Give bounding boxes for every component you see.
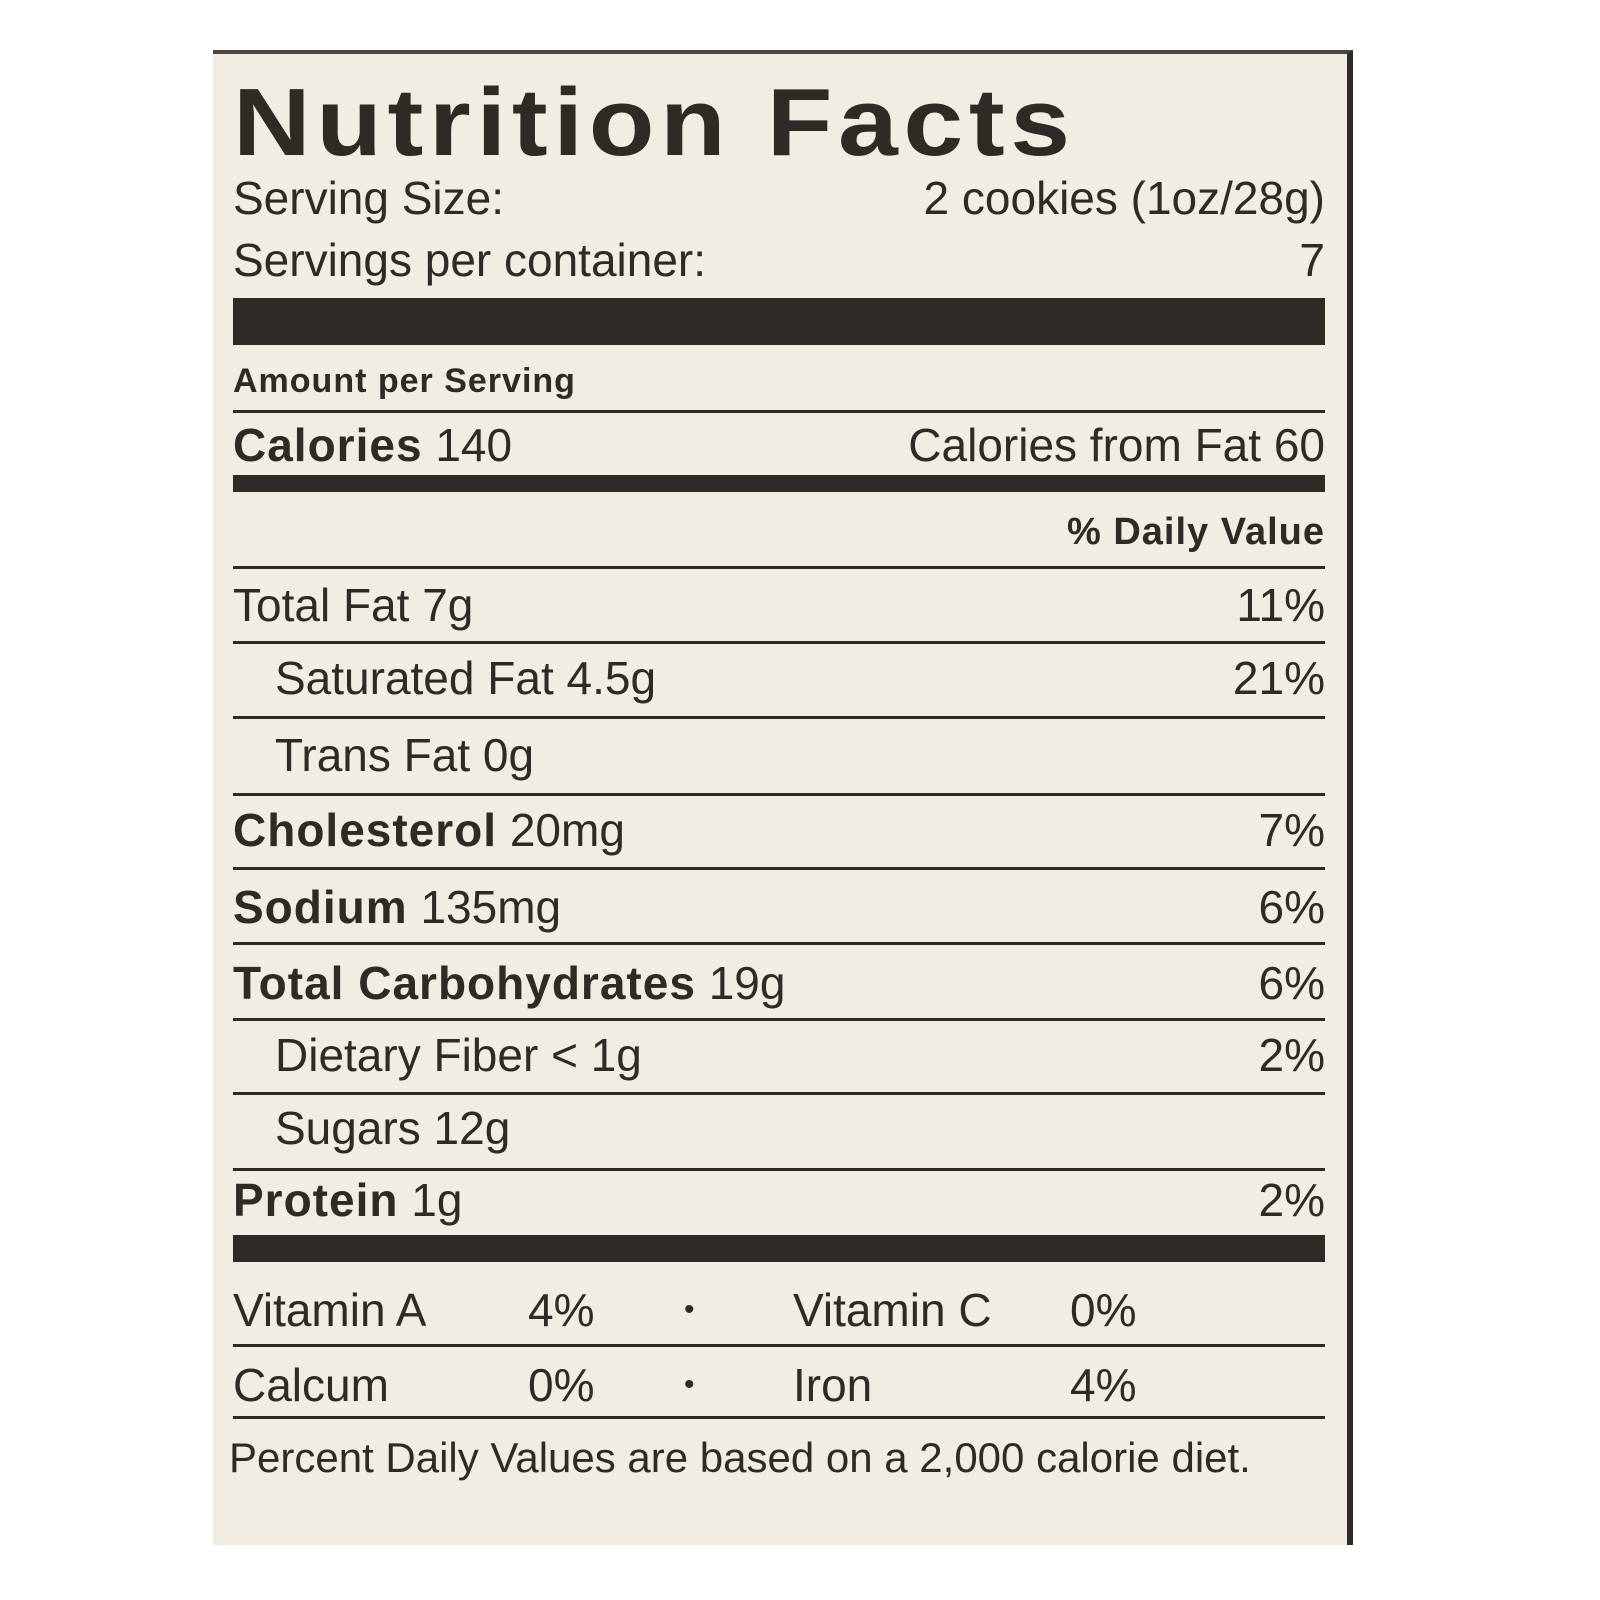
- nutrient-amount: 4.5g: [566, 652, 657, 704]
- medium-divider: [233, 475, 1325, 492]
- nutrient-row: Trans Fat 0g: [233, 729, 1325, 781]
- divider: [233, 410, 1325, 413]
- nutrient-dv: 21%: [1232, 652, 1325, 704]
- nutrient-amount: 7g: [422, 579, 474, 631]
- nutrient-amount: 135mg: [420, 881, 562, 933]
- divider: [233, 1416, 1325, 1419]
- nutrient-amount: 12g: [433, 1102, 511, 1154]
- nutrient-name: Total Fat: [233, 579, 410, 631]
- divider: [233, 867, 1325, 870]
- divider: [233, 566, 1325, 569]
- nutrient-name: Sodium: [233, 881, 408, 933]
- divider: [233, 793, 1325, 796]
- nutrient-dv: 11%: [1236, 579, 1325, 631]
- vitamin-dv: 0%: [1070, 1284, 1137, 1336]
- calories-row: Calories 140 Calories from Fat 60: [233, 419, 1325, 471]
- servings-label: Servings per container:: [233, 234, 707, 286]
- nutrient-name: Cholesterol: [233, 804, 498, 856]
- nutrient-amount: 19g: [708, 957, 786, 1009]
- nutrient-amount: 1g: [411, 1174, 463, 1226]
- bullet-separator: •: [684, 1293, 695, 1326]
- divider: [233, 1344, 1325, 1347]
- thick-divider: [233, 298, 1325, 345]
- divider: [233, 942, 1325, 945]
- vitamin-dv: 0%: [528, 1359, 595, 1411]
- amount-per-serving: Amount per Serving: [233, 361, 576, 400]
- thick-divider: [233, 1235, 1325, 1262]
- footnote: Percent Daily Values are based on a 2,00…: [229, 1434, 1251, 1481]
- vitamin-name: Calcum: [233, 1359, 389, 1411]
- servings-row: Servings per container: 7: [233, 234, 1325, 286]
- serving-size-label: Serving Size:: [233, 172, 505, 224]
- divider: [233, 1168, 1325, 1171]
- nutrient-name: Trans Fat: [275, 729, 471, 781]
- daily-value-header-row: % Daily Value: [233, 510, 1325, 554]
- daily-value-header: % Daily Value: [1066, 510, 1325, 553]
- divider: [233, 1092, 1325, 1095]
- divider: [233, 1018, 1325, 1021]
- divider: [233, 716, 1325, 719]
- nutrient-row: Total Carbohydrates 19g 6%: [233, 957, 1325, 1009]
- vitamin-dv: 4%: [1070, 1359, 1137, 1411]
- nutrient-dv: 2%: [1258, 1029, 1325, 1081]
- calories-from-fat: Calories from Fat 60: [908, 419, 1325, 471]
- footnote-row: Percent Daily Values are based on a 2,00…: [229, 1432, 1321, 1484]
- amount-per-serving-row: Amount per Serving: [233, 362, 1325, 400]
- nutrient-dv: 2%: [1258, 1174, 1325, 1226]
- serving-size-row: Serving Size: 2 cookies (1oz/28g): [233, 172, 1325, 224]
- nutrient-name: Saturated Fat: [275, 652, 554, 704]
- vitamin-name: Iron: [793, 1359, 873, 1411]
- nutrient-row: Cholesterol 20mg 7%: [233, 804, 1325, 856]
- nutrient-amount: 0g: [482, 729, 535, 781]
- calories-value: 140: [435, 419, 513, 471]
- nutrient-amount: 20mg: [509, 804, 625, 856]
- nutrient-name: Protein: [233, 1174, 399, 1226]
- calories-label: Calories: [233, 419, 423, 471]
- nutrient-amount: < 1g: [551, 1029, 642, 1081]
- nutrient-name: Dietary Fiber: [275, 1029, 539, 1081]
- nutrient-dv: 7%: [1258, 804, 1325, 856]
- nutrient-dv: 6%: [1258, 881, 1325, 933]
- vitamin-dv: 4%: [528, 1284, 595, 1336]
- serving-size-value: 2 cookies (1oz/28g): [923, 172, 1325, 224]
- divider: [233, 641, 1325, 644]
- label-title: Nutrition Facts: [233, 69, 1076, 176]
- nutrient-row: Saturated Fat 4.5g 21%: [233, 652, 1325, 704]
- nutrient-name: Sugars: [275, 1102, 421, 1154]
- vitamin-name: Vitamin C: [793, 1284, 992, 1336]
- bullet-separator: •: [684, 1368, 695, 1401]
- vitamin-name: Vitamin A: [233, 1284, 427, 1336]
- nutrient-row: Sugars 12g: [233, 1102, 1325, 1154]
- nutrient-row: Protein 1g 2%: [233, 1174, 1325, 1226]
- nutrient-dv: 6%: [1258, 957, 1325, 1009]
- servings-value: 7: [1299, 234, 1325, 286]
- nutrient-row: Total Fat 7g 11%: [233, 579, 1325, 631]
- nutrient-row: Sodium 135mg 6%: [233, 881, 1325, 933]
- nutrient-name: Total Carbohydrates: [233, 957, 696, 1009]
- nutrient-row: Dietary Fiber < 1g 2%: [233, 1029, 1325, 1081]
